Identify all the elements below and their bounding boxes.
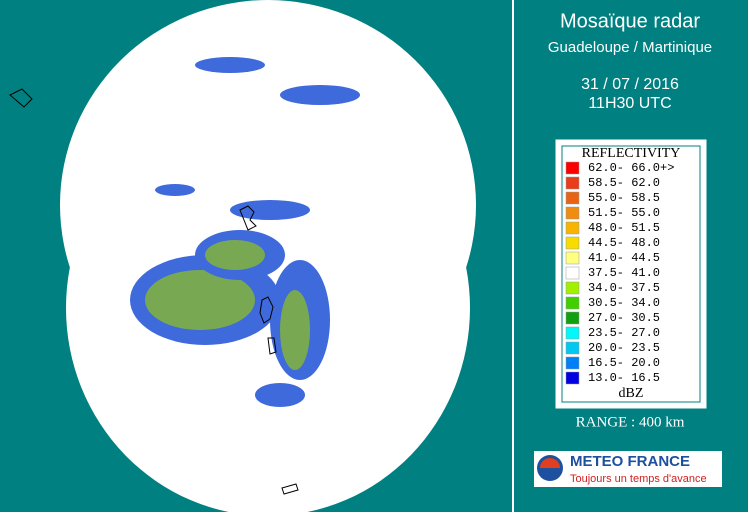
legend-swatch — [565, 191, 580, 205]
echo — [230, 200, 310, 220]
legend-swatch — [565, 371, 580, 385]
legend-label: 16.5- 20.0 — [588, 356, 660, 370]
legend-label: 13.0- 16.5 — [588, 371, 660, 385]
coastlines — [9, 88, 299, 495]
legend-label: 62.0- 66.0+> — [588, 161, 674, 175]
legend-label: 34.0- 37.5 — [588, 281, 660, 295]
date: 31 / 07 / 2016 — [581, 76, 679, 93]
legend-title: REFLECTIVITY — [582, 146, 681, 161]
logo-name: METEO FRANCE — [570, 453, 690, 470]
legend-swatch — [565, 356, 580, 370]
echo — [280, 290, 310, 370]
legend-label: 37.5- 41.0 — [588, 266, 660, 280]
title: Mosaïque radar — [560, 10, 700, 32]
legend-unit: dBZ — [619, 386, 644, 401]
legend-label: 58.5- 62.0 — [588, 176, 660, 190]
legend-swatch — [565, 161, 580, 175]
range: RANGE : 400 km — [576, 414, 685, 430]
legend-swatch — [565, 266, 580, 280]
legend-swatch — [565, 341, 580, 355]
time: 11H30 UTC — [588, 95, 671, 112]
legend-label: 30.5- 34.0 — [588, 296, 660, 310]
legend-label: 20.0- 23.5 — [588, 341, 660, 355]
legend-swatch — [565, 176, 580, 190]
echo — [255, 383, 305, 407]
legend-label: 23.5- 27.0 — [588, 326, 660, 340]
island — [267, 337, 277, 355]
legend-swatch — [565, 281, 580, 295]
legend-label: 27.0- 30.5 — [588, 311, 660, 325]
logo-slogan: Toujours un temps d'avance — [570, 473, 707, 485]
echo — [205, 240, 265, 270]
island — [281, 483, 299, 495]
echo — [155, 184, 195, 196]
legend-swatch — [565, 236, 580, 250]
island — [259, 296, 274, 324]
legend-label: 55.0- 58.5 — [588, 191, 660, 205]
island — [9, 88, 33, 108]
legend-swatch — [565, 221, 580, 235]
legend-items: 62.0- 66.0+>58.5- 62.055.0- 58.551.5- 55… — [565, 161, 674, 385]
legend-label: 48.0- 51.5 — [588, 221, 660, 235]
legend-label: 51.5- 55.0 — [588, 206, 660, 220]
legend-swatch — [565, 251, 580, 265]
island — [239, 205, 257, 231]
legend-inner — [561, 145, 701, 403]
echo — [280, 85, 360, 105]
legend-swatch — [565, 311, 580, 325]
echoes — [130, 57, 360, 407]
legend-label: 44.5- 48.0 — [588, 236, 660, 250]
logo-box — [534, 451, 722, 487]
echo — [145, 270, 255, 330]
legend-label: 41.0- 44.5 — [588, 251, 660, 265]
logo-icon-part — [540, 458, 560, 468]
echo — [195, 57, 265, 73]
subtitle: Guadeloupe / Martinique — [548, 39, 712, 56]
legend-swatch — [565, 296, 580, 310]
legend-swatch — [565, 326, 580, 340]
legend-swatch — [565, 206, 580, 220]
